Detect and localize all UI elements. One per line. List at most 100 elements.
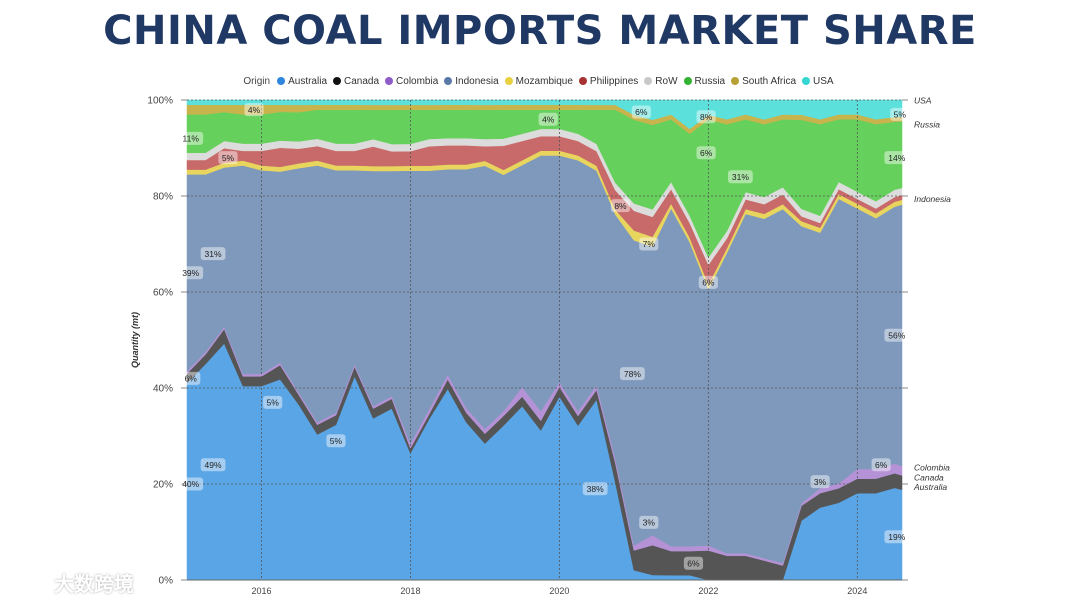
legend-dot-icon [333, 77, 341, 85]
y-tick-label: 60% [153, 288, 173, 299]
x-tick-label: 2020 [549, 586, 569, 596]
data-label-bg [698, 275, 718, 289]
legend: Origin Australia Canada Colombia Indonesia Mo… [0, 76, 1080, 87]
data-label: 39% [182, 268, 199, 278]
data-label: 38% [587, 484, 604, 494]
data-label: 11% [183, 134, 200, 144]
legend-label: Indonesia [455, 76, 499, 87]
data-label: 3% [643, 518, 656, 528]
series-end-label: USA [914, 96, 932, 106]
data-label: 56% [888, 330, 905, 340]
y-tick-label: 0% [159, 576, 174, 587]
data-label: 4% [248, 105, 261, 115]
legend-label: Canada [344, 76, 380, 87]
data-label: 3% [814, 477, 827, 487]
data-label-bg [178, 477, 204, 491]
legend-item: Indonesia [444, 76, 499, 87]
data-label: 6% [687, 558, 700, 568]
legend-item: RoW [644, 76, 678, 87]
legend-dot-icon [731, 77, 740, 85]
data-label-bg [884, 151, 910, 165]
x-tick-label: 2022 [698, 586, 718, 596]
data-label: 6% [700, 148, 713, 158]
watermark-text: 大数跨境 [54, 572, 134, 596]
data-label: 19% [888, 532, 905, 542]
series-end-label: Colombia [914, 463, 950, 473]
watermark: 大数跨境 [10, 568, 134, 597]
data-label-bg [181, 371, 201, 385]
data-label-bg [890, 107, 910, 121]
data-label-bg [610, 199, 631, 213]
data-label: 49% [205, 460, 222, 470]
legend-label: Australia [288, 76, 327, 87]
data-label: 6% [875, 460, 888, 470]
data-label: 6% [702, 278, 715, 288]
data-label-bg [871, 458, 891, 472]
x-tick-label: 2018 [400, 586, 420, 596]
data-label: 31% [732, 172, 749, 182]
data-label: 31% [205, 249, 222, 259]
y-tick-label: 40% [153, 384, 173, 395]
data-label-bg [639, 515, 659, 529]
legend-item: Australia [277, 76, 327, 87]
data-label-bg [639, 237, 659, 251]
chart-title: CHINA COAL IMPORTS MARKET SHARE [103, 8, 977, 54]
data-label-bg [244, 103, 264, 117]
legend-label: Mozambique [515, 76, 573, 87]
legend-dot-icon [277, 77, 286, 85]
data-label-bg [884, 328, 910, 342]
legend-label: Colombia [396, 76, 439, 87]
y-tick-label: 80% [153, 192, 173, 203]
y-axis-label: Quantity (mt) [130, 312, 140, 368]
data-label-bg [683, 556, 704, 570]
legend-dot-icon [802, 77, 811, 85]
series-end-label: Russia [914, 120, 940, 130]
watermark-logo-icon [12, 576, 49, 590]
legend-dot-icon [385, 77, 394, 85]
y-tick-label: 20% [153, 480, 173, 491]
legend-dot-icon [444, 77, 453, 85]
y-tick-label: 100% [147, 96, 173, 107]
legend-dot-icon [578, 77, 587, 85]
legend-label: USA [813, 76, 834, 87]
legend-item: Colombia [385, 76, 438, 87]
data-label-bg [884, 530, 910, 544]
data-label-bg [696, 146, 716, 160]
data-label: 78% [624, 369, 641, 379]
x-tick-label: 2024 [847, 586, 867, 596]
data-label-bg [582, 482, 608, 496]
data-label: 6% [185, 374, 198, 384]
legend-label: Philippines [589, 76, 639, 87]
data-label-bg [727, 170, 753, 184]
data-label-bg [218, 151, 238, 165]
data-label-bg [619, 367, 645, 381]
legend-item: Philippines [578, 76, 639, 87]
legend-item: USA [802, 76, 834, 87]
legend-dot-icon [504, 77, 513, 85]
legend-item: South Africa [731, 76, 796, 87]
legend-item: Canada [333, 76, 379, 87]
legend-dot-icon [683, 77, 692, 85]
series-end-label: Australia [913, 482, 947, 492]
data-label: 4% [542, 114, 555, 124]
data-label: 5% [267, 398, 280, 408]
data-label: 5% [894, 110, 907, 120]
data-label-bg [326, 434, 346, 448]
legend-item: Mozambique [504, 76, 573, 87]
series-end-label: Canada [914, 472, 944, 482]
data-label-bg [538, 112, 558, 126]
legend-label: Russia [694, 76, 726, 87]
data-label-bg [263, 395, 283, 409]
data-label: 14% [888, 153, 905, 163]
data-label: 5% [222, 153, 235, 163]
legend-dot-icon [644, 77, 653, 85]
data-label-bg [200, 458, 226, 472]
data-label-bg [631, 105, 651, 119]
data-label-bg [696, 110, 716, 124]
data-label: 8% [614, 201, 627, 211]
x-tick-label: 2016 [251, 586, 271, 596]
data-label: 7% [643, 239, 656, 249]
series-end-label: Indonesia [914, 194, 951, 204]
legend-label: South Africa [742, 76, 797, 87]
